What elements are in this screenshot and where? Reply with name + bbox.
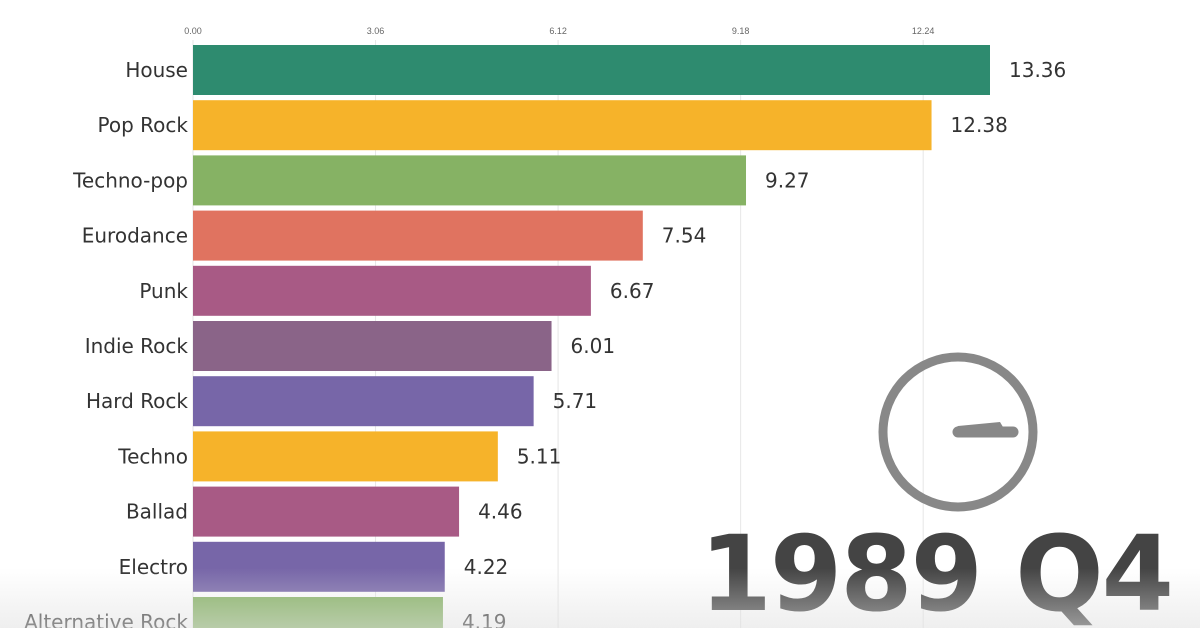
value-label: 5.11 [517,444,562,468]
category-label: Techno [117,444,188,468]
value-label: 6.01 [571,334,616,358]
category-label: Punk [139,279,188,303]
bar-punk [193,265,591,316]
category-label: Techno-pop [72,168,188,192]
value-label: 9.27 [765,168,810,192]
bar-techno [193,431,498,482]
bar-techno-pop [193,155,747,206]
category-label: Indie Rock [85,334,189,358]
bar-indie-rock [193,321,552,371]
value-label: 5.71 [553,389,598,413]
value-label: 7.54 [662,224,707,248]
bar-ballad [193,486,460,537]
bar-house [193,45,990,95]
category-label: Hard Rock [86,389,188,413]
bar-electro [193,541,445,592]
category-label: Eurodance [82,224,188,248]
value-label: 6.67 [610,279,655,303]
category-label: Ballad [126,500,188,524]
bars: House 13.36 Pop Rock 12.38 Techno-pop 9.27 Eur… [24,45,1066,628]
value-label: 13.36 [1009,58,1066,82]
value-label: 12.38 [951,113,1008,137]
bar-pop-rock [193,100,932,151]
x-tick-label: 9.18 [732,26,750,36]
bar-alternative-rock [193,597,443,628]
clock-icon [878,352,1038,512]
period-label: 1989 Q4 [699,513,1174,628]
x-tick-label: 12.24 [912,26,935,36]
value-label: 4.19 [462,610,507,628]
category-label: Alternative Rock [24,610,188,628]
value-label: 4.46 [478,500,523,524]
bar-eurodance [193,210,643,261]
x-tick-label: 6.12 [549,26,567,36]
category-label: Electro [119,555,188,579]
category-label: Pop Rock [98,113,189,137]
x-tick-label: 0.00 [184,26,202,36]
category-label: House [125,58,188,82]
value-label: 4.22 [464,555,509,579]
x-tick-label: 3.06 [367,26,385,36]
x-axis-ticks: 0.00 3.06 6.12 9.18 12.24 [184,26,934,36]
bar-hard-rock [193,376,534,427]
